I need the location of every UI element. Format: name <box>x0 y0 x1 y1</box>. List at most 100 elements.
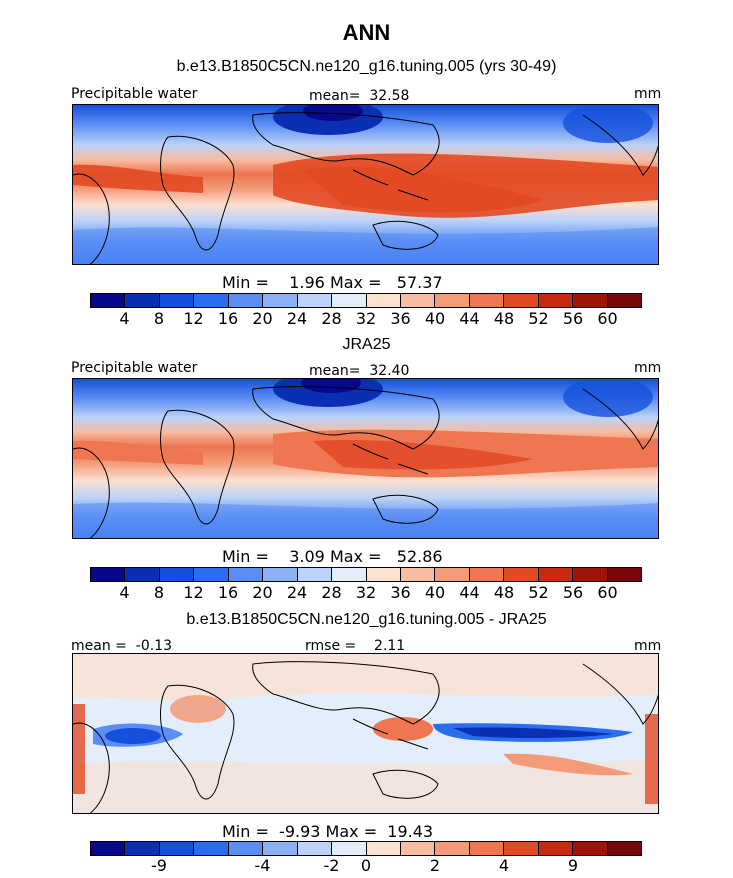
colorbar-tick-label: 0 <box>360 856 372 875</box>
colorbar-swatch <box>504 294 539 307</box>
colorbar-swatch <box>91 568 126 581</box>
colorbar-swatch <box>366 568 401 581</box>
panel-model-mean-label: mean= 32.58 <box>309 88 410 104</box>
panel-model-variable-label: Precipitable water <box>71 86 198 102</box>
colorbar-tick-label: 12 <box>183 309 204 328</box>
colorbar-tick-label: 32 <box>355 583 377 602</box>
colorbar-swatch <box>469 842 505 855</box>
colorbar-tick-label: 28 <box>321 309 342 328</box>
colorbar-tick-label: 44 <box>459 309 480 328</box>
colorbar-tick-label: 36 <box>390 583 411 602</box>
colorbar-swatch <box>159 294 195 307</box>
colorbar-tick-label: 56 <box>562 583 584 602</box>
panel-obs-minmax: Min = 3.09 Max = 52.86 <box>222 547 443 566</box>
panel-obs-colorbar <box>90 567 642 582</box>
colorbar-swatch <box>538 842 574 855</box>
colorbar-swatch <box>538 294 574 307</box>
colorbar-swatch <box>504 842 539 855</box>
colorbar-swatch <box>332 294 367 307</box>
colorbar-tick-label: 8 <box>153 583 165 602</box>
colorbar-swatch <box>607 294 641 307</box>
colorbar-tick-label: 32 <box>355 309 377 328</box>
colorbar-swatch <box>469 568 505 581</box>
panel-diff-colorbar <box>90 841 642 856</box>
colorbar-swatch <box>297 294 333 307</box>
colorbar-tick-label: 44 <box>459 583 480 602</box>
colorbar-tick-label: 9 <box>567 856 579 875</box>
colorbar-tick-label: -9 <box>151 856 167 875</box>
colorbar-tick-label: 52 <box>528 583 549 602</box>
colorbar-tick-label: 12 <box>183 583 204 602</box>
colorbar-tick-label: -4 <box>254 856 271 875</box>
panel-diff-heading: b.e13.B1850C5CN.ne120_g16.tuning.005 - J… <box>186 611 547 628</box>
colorbar-swatch <box>573 294 608 307</box>
colorbar-tick-label: 40 <box>424 309 446 328</box>
colorbar-tick-label: 48 <box>493 309 515 328</box>
colorbar-swatch <box>607 568 641 581</box>
colorbar-tick-label: 2 <box>429 856 441 875</box>
colorbar-swatch <box>91 842 126 855</box>
colorbar-tick-label: 56 <box>562 309 584 328</box>
colorbar-swatch <box>263 842 298 855</box>
panel-obs-units-label: mm <box>634 360 662 376</box>
panel-model-units-label: mm <box>634 86 662 102</box>
colorbar-swatch <box>538 568 574 581</box>
figure-title: ANN <box>342 20 391 45</box>
colorbar-tick-label: 4 <box>498 856 510 875</box>
colorbar-swatch <box>159 842 195 855</box>
colorbar-tick-label: 20 <box>252 583 273 602</box>
colorbar-tick-label: -2 <box>323 856 340 875</box>
colorbar-swatch <box>435 568 470 581</box>
colorbar-tick-label: 4 <box>119 583 130 602</box>
colorbar-tick-label: 60 <box>597 583 618 602</box>
colorbar-swatch <box>228 842 264 855</box>
colorbar-tick-label: 16 <box>217 583 239 602</box>
figure-subtitle: b.e13.B1850C5CN.ne120_g16.tuning.005 (yr… <box>176 58 557 75</box>
colorbar-swatch <box>435 294 470 307</box>
panel-model-colorbar <box>90 293 642 308</box>
colorbar-swatch <box>159 568 195 581</box>
panel-diff-mean-label: mean = -0.13 <box>71 638 173 654</box>
colorbar-swatch <box>125 294 160 307</box>
colorbar-swatch <box>400 294 436 307</box>
panel-model-map <box>72 104 659 265</box>
colorbar-swatch <box>91 294 126 307</box>
colorbar-swatch <box>573 842 608 855</box>
colorbar-tick-label: 8 <box>153 309 165 328</box>
colorbar-swatch <box>504 568 539 581</box>
colorbar-tick-label: 52 <box>528 309 549 328</box>
colorbar-swatch <box>125 568 160 581</box>
colorbar-swatch <box>366 294 401 307</box>
colorbar-swatch <box>400 568 436 581</box>
panel-obs-colorbar-ticks: 4 8 12 16 20 24 28 32 36 40 44 48 52 56 60 <box>90 583 642 603</box>
colorbar-tick-label: 36 <box>390 309 411 328</box>
colorbar-swatch <box>194 294 229 307</box>
colorbar-tick-label: 48 <box>493 583 515 602</box>
colorbar-tick-label: 24 <box>286 583 308 602</box>
colorbar-swatch <box>400 842 436 855</box>
panel-model-minmax: Min = 1.96 Max = 57.37 <box>222 273 443 292</box>
colorbar-swatch <box>573 568 608 581</box>
panel-diff-units-label: mm <box>634 638 662 654</box>
panel-obs-variable-label: Precipitable water <box>71 360 198 376</box>
panel-diff-colorbar-ticks: -9 -4 -2 0 2 4 9 <box>90 856 642 876</box>
panel-model-colorbar-ticks: 4 8 12 16 20 24 28 32 36 40 44 48 52 56 60 <box>90 309 642 329</box>
colorbar-tick-label: 24 <box>286 309 308 328</box>
colorbar-tick-label: 20 <box>252 309 273 328</box>
colorbar-tick-label: 16 <box>217 309 239 328</box>
colorbar-swatch <box>297 568 333 581</box>
colorbar-swatch <box>332 568 367 581</box>
colorbar-swatch <box>297 842 333 855</box>
panel-obs-map <box>72 378 659 539</box>
panel-diff-map <box>72 653 659 814</box>
colorbar-swatch <box>228 294 264 307</box>
panel-obs-heading: JRA25 <box>342 336 391 353</box>
colorbar-swatch <box>607 842 641 855</box>
colorbar-swatch <box>435 842 470 855</box>
colorbar-tick-label: 60 <box>597 309 618 328</box>
colorbar-swatch <box>228 568 264 581</box>
colorbar-swatch <box>366 842 401 855</box>
panel-diff-minmax: Min = -9.93 Max = 19.43 <box>222 822 434 841</box>
colorbar-swatch <box>194 568 229 581</box>
colorbar-tick-label: 4 <box>119 309 130 328</box>
